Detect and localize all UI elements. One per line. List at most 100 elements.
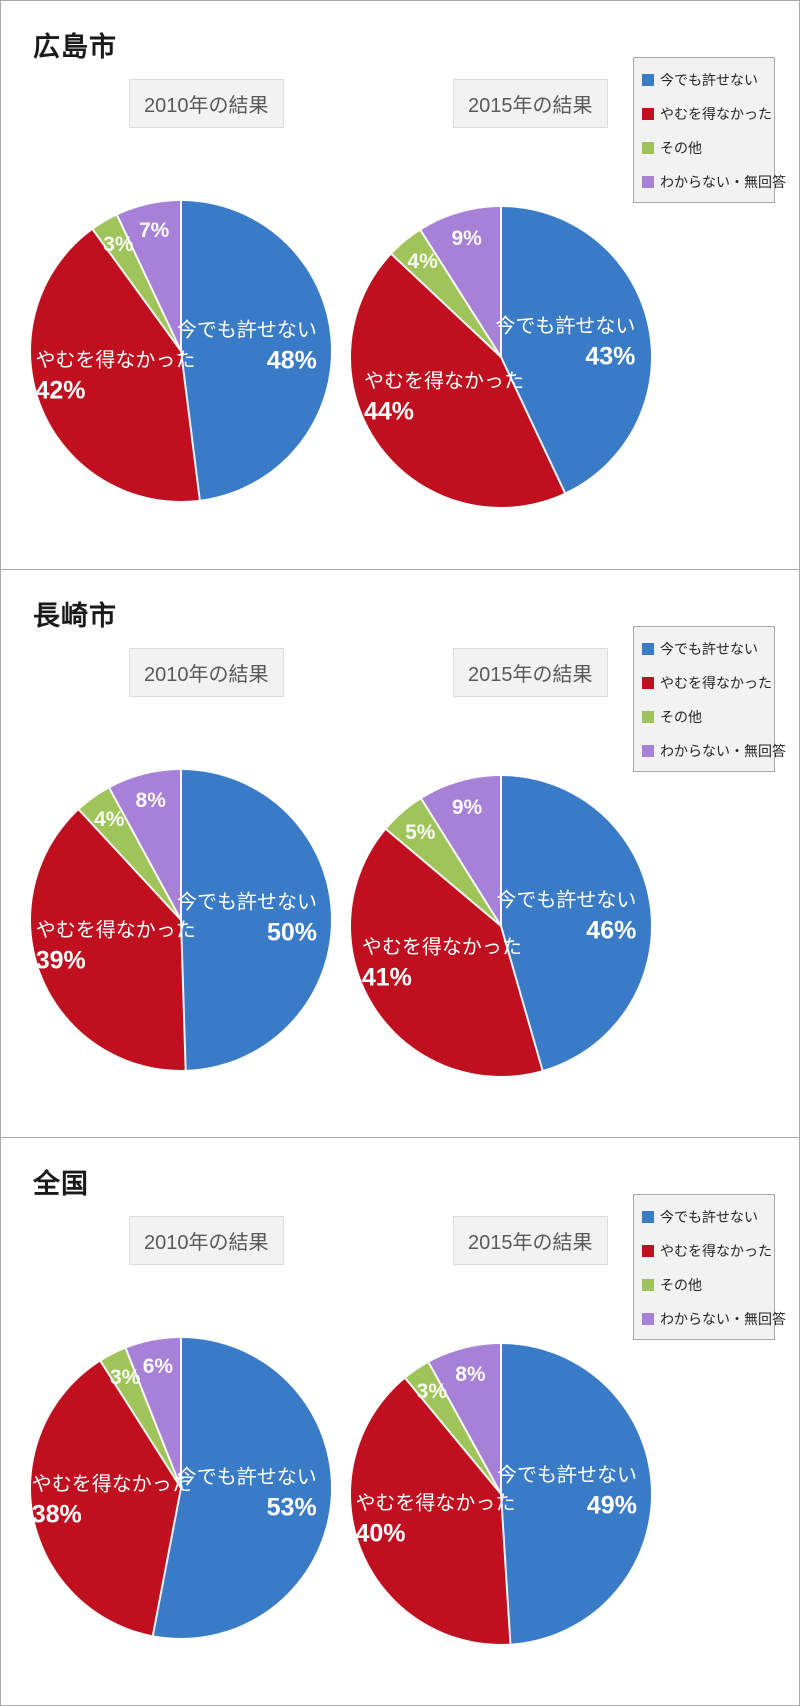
slice-label-blue: 今でも許せない 49% — [497, 1463, 637, 1520]
legend-label: わからない・無回答 — [660, 174, 786, 190]
slice-separator — [500, 1344, 502, 1494]
chart-title-2015: 2015年の結果 — [453, 648, 608, 697]
pie-chart-2010: 今でも許せない 48% やむを得なかった 42% 3% 7% — [31, 201, 331, 501]
slice-label-red: やむを得なかった 40% — [355, 1491, 515, 1548]
legend-swatch-red — [642, 677, 654, 689]
slice-label-green: 5% — [405, 821, 436, 845]
slice-label-red: やむを得なかった 39% — [36, 918, 196, 975]
slice-separator — [385, 828, 502, 927]
pie-chart-2015: 今でも許せない 46% やむを得なかった 41% 5% 9% — [351, 776, 651, 1076]
slice-label-purple: 9% — [451, 795, 483, 819]
legend-label: 今でも許せない — [660, 1209, 758, 1225]
chart-title-2015: 2015年の結果 — [453, 1216, 608, 1265]
slice-name: やむを得なかった — [355, 1492, 516, 1515]
legend-swatch-green — [642, 711, 654, 723]
slice-percent: 43% — [585, 342, 636, 371]
chart-title-2010: 2010年の結果 — [129, 648, 284, 697]
legend-label: わからない・無回答 — [660, 1311, 786, 1327]
legend-item: その他 — [642, 707, 772, 727]
slice-label-green: 3% — [109, 1366, 141, 1390]
legend-swatch-purple — [642, 176, 654, 188]
slice-label-blue: 今でも許せない 48% — [177, 318, 317, 375]
legend-label: わからない・無回答 — [660, 743, 786, 759]
section-title: 長崎市 — [33, 601, 117, 631]
legend-item: 今でも許せない — [642, 1207, 772, 1227]
slice-label-red: やむを得なかった 41% — [362, 936, 522, 993]
slice-percent: 49% — [586, 1491, 637, 1520]
slice-label-blue: 今でも許せない 53% — [177, 1466, 317, 1523]
legend-label: 今でも許せない — [660, 641, 758, 657]
slice-label-purple: 7% — [138, 218, 170, 242]
slice-label-green: 3% — [416, 1380, 448, 1404]
chart-title-2010: 2010年の結果 — [129, 79, 284, 128]
legend-label: 今でも許せない — [660, 72, 758, 88]
section-title: 広島市 — [33, 32, 117, 62]
slice-percent: 40% — [355, 1519, 406, 1548]
legend-swatch-green — [642, 142, 654, 154]
slice-name: やむを得なかった — [35, 349, 196, 372]
slice-name: 今でも許せない — [176, 891, 317, 914]
legend-label: その他 — [660, 709, 702, 725]
section-nagasaki: 長崎市 2010年の結果 2015年の結果 今でも許せない やむを得なかった そ… — [1, 569, 799, 1137]
pie-chart-2015: 今でも許せない 49% やむを得なかった 40% 3% 8% — [351, 1344, 651, 1644]
legend-swatch-red — [642, 1245, 654, 1257]
slice-label-red: やむを得なかった 42% — [35, 348, 195, 405]
legend: 今でも許せない やむを得なかった その他 わからない・無回答 — [633, 57, 786, 203]
slice-percent: 44% — [363, 397, 414, 426]
slice-label-red: やむを得なかった 44% — [364, 370, 524, 427]
slice-name: 今でも許せない — [496, 889, 637, 912]
slice-separator — [180, 770, 182, 920]
section-title: 全国 — [33, 1169, 89, 1199]
slice-label-purple: 8% — [455, 1362, 486, 1386]
slice-separator — [180, 201, 182, 351]
slice-separator — [500, 776, 502, 926]
slice-percent: 53% — [266, 1493, 317, 1522]
legend-swatch-red — [642, 108, 654, 120]
slice-name: 今でも許せない — [496, 1464, 637, 1487]
legend-label: その他 — [660, 1277, 702, 1293]
legend-item: やむを得なかった — [642, 673, 772, 693]
slice-percent: 48% — [266, 346, 317, 375]
slice-label-red: やむを得なかった 38% — [32, 1473, 192, 1530]
slice-label-blue: 今でも許せない 43% — [495, 314, 635, 371]
slice-label-blue: 今でも許せない 46% — [496, 888, 636, 945]
legend-label: やむを得なかった — [660, 106, 772, 122]
slice-separator — [180, 1338, 182, 1488]
legend-label: やむを得なかった — [660, 675, 772, 691]
legend-item: 今でも許せない — [642, 70, 772, 90]
slice-separator — [500, 207, 502, 357]
slice-percent: 46% — [586, 916, 637, 945]
slice-label-green: 4% — [94, 808, 125, 832]
slice-label-green: 4% — [407, 250, 438, 274]
slice-label-purple: 8% — [135, 788, 166, 812]
legend-item: わからない・無回答 — [642, 1309, 786, 1329]
slice-percent: 50% — [266, 918, 317, 947]
pie-chart-2015: 今でも許せない 43% やむを得なかった 44% 4% 9% — [351, 207, 651, 507]
slice-label-blue: 今でも許せない 50% — [177, 890, 317, 947]
legend-item: その他 — [642, 138, 772, 158]
chart-title-2015: 2015年の結果 — [453, 79, 608, 128]
legend: 今でも許せない やむを得なかった その他 わからない・無回答 — [633, 626, 786, 772]
section-hiroshima: 広島市 2010年の結果 2015年の結果 今でも許せない やむを得なかった そ… — [1, 1, 799, 569]
slice-name: 今でも許せない — [176, 319, 317, 342]
slice-name: やむを得なかった — [35, 919, 196, 942]
slice-label-green: 3% — [103, 233, 134, 257]
chart-title-2010: 2010年の結果 — [129, 1216, 284, 1265]
legend-label: その他 — [660, 140, 702, 156]
legend-label: やむを得なかった — [660, 1243, 772, 1259]
legend-swatch-purple — [642, 745, 654, 757]
slice-percent: 38% — [31, 1500, 82, 1529]
slice-name: やむを得なかった — [31, 1473, 192, 1496]
slice-name: 今でも許せない — [495, 315, 636, 338]
legend-item: わからない・無回答 — [642, 172, 786, 192]
legend-item: やむを得なかった — [642, 1241, 772, 1261]
pie-chart-2010: 今でも許せない 53% やむを得なかった 38% 3% 6% — [31, 1338, 331, 1638]
slice-name: 今でも許せない — [176, 1466, 317, 1489]
legend-item: その他 — [642, 1275, 772, 1295]
legend-swatch-purple — [642, 1313, 654, 1325]
legend-item: 今でも許せない — [642, 639, 772, 659]
legend-swatch-green — [642, 1279, 654, 1291]
slice-name: やむを得なかった — [361, 936, 522, 959]
legend-swatch-blue — [642, 643, 654, 655]
